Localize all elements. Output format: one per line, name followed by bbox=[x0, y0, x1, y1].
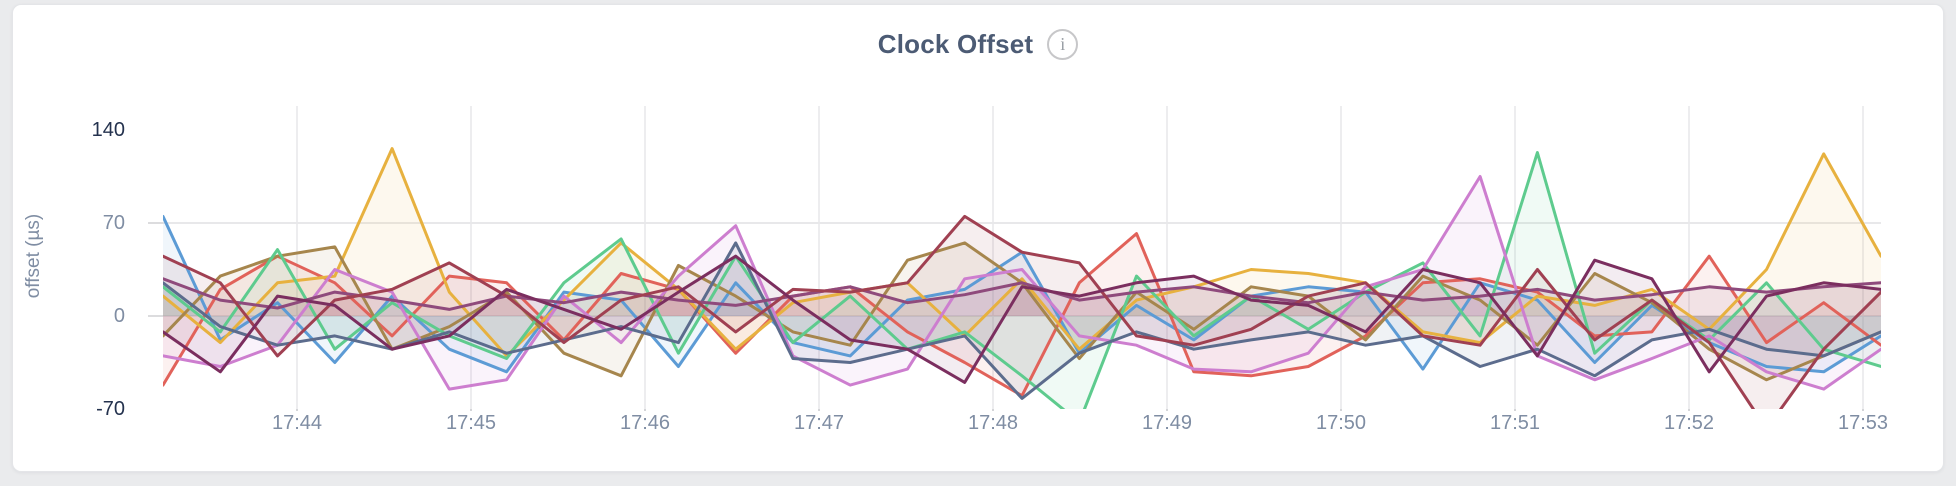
series-line-series-7 bbox=[163, 241, 1881, 400]
x-tick-label: 17:49 bbox=[1141, 412, 1193, 434]
series-area-series-9 bbox=[163, 216, 1881, 409]
card-header: Clock Offset i bbox=[13, 29, 1943, 60]
y-axis-title: offset (µs) bbox=[23, 213, 44, 299]
series-area-series-2 bbox=[163, 233, 1881, 396]
series-line-series-9 bbox=[163, 214, 1881, 409]
y-tick-label: 70 bbox=[102, 212, 125, 234]
series-area-series-5 bbox=[163, 152, 1881, 409]
series-line-series-8 bbox=[163, 277, 1881, 311]
clock-offset-plot[interactable] bbox=[163, 106, 1881, 409]
series-area-series-1 bbox=[163, 216, 1881, 372]
x-tick-label: 17:48 bbox=[967, 412, 1019, 434]
y-tick-label: 0 bbox=[113, 305, 125, 327]
y-tick-label: 140 bbox=[91, 119, 125, 141]
series-line-series-2 bbox=[163, 232, 1881, 398]
y-tick-label: -70 bbox=[96, 398, 125, 420]
series-line-series-6 bbox=[163, 175, 1881, 391]
y-axis-tick bbox=[148, 315, 163, 317]
gridlines bbox=[163, 106, 1881, 409]
x-tick-label: 17:53 bbox=[1837, 412, 1889, 434]
x-tick-label: 17:51 bbox=[1489, 412, 1541, 434]
x-tick-label: 17:45 bbox=[445, 412, 497, 434]
series-lines bbox=[163, 147, 1881, 409]
x-tick-label: 17:47 bbox=[793, 412, 845, 434]
info-icon[interactable]: i bbox=[1047, 29, 1079, 60]
series-area-series-7 bbox=[163, 242, 1881, 399]
clock-offset-card: Clock Offset i offset (µs) 140 70 0 -70 17:… bbox=[12, 4, 1944, 472]
x-tick-label: 17:44 bbox=[271, 412, 323, 434]
series-line-series-3 bbox=[163, 147, 1881, 358]
x-tick-label: 17:46 bbox=[619, 412, 671, 434]
y-axis-tick bbox=[148, 222, 163, 224]
series-area-series-4 bbox=[163, 242, 1881, 380]
chart-title: Clock Offset bbox=[877, 29, 1034, 59]
series-area-series-3 bbox=[163, 148, 1881, 356]
x-tick-label: 17:50 bbox=[1315, 412, 1367, 434]
series-line-series-10 bbox=[163, 254, 1881, 384]
x-tick-label: 17:52 bbox=[1663, 412, 1715, 434]
